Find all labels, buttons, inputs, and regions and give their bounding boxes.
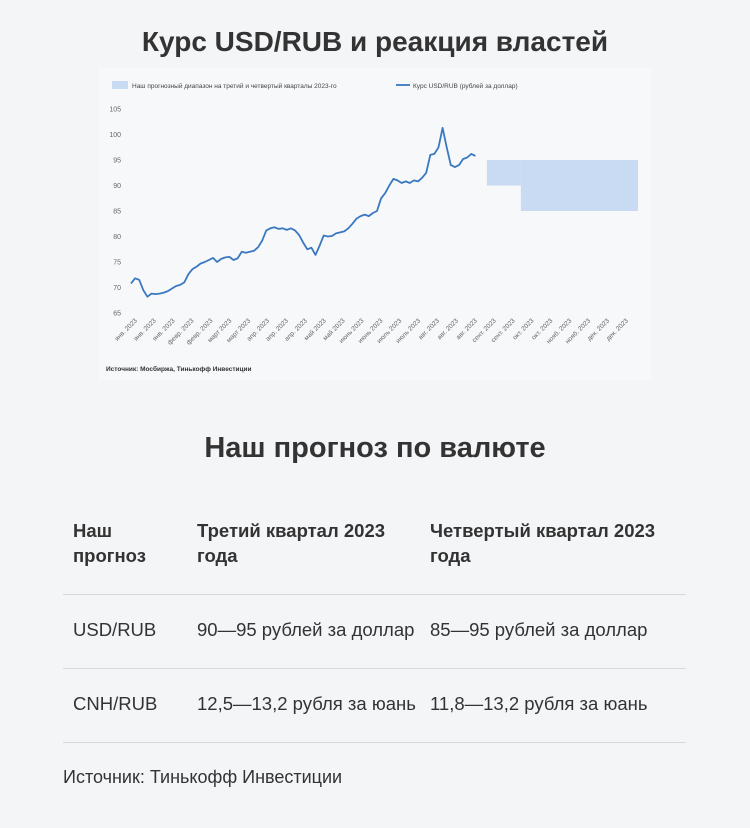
q4-value-cell: 85—95 рублей за доллар (430, 619, 648, 640)
usd-rub-line (130, 127, 476, 298)
q3-value-cell: 12,5—13,2 рубля за юань (197, 693, 416, 714)
section-title: Наш прогноз по валюте (204, 432, 546, 464)
header-cell-forecast: Наш прогноз (73, 520, 146, 566)
forecast-range-band (520, 160, 638, 211)
y-tick-label: 85 (113, 209, 121, 216)
forecast-table: Наш прогноз Третий квартал 2023 года Чет… (63, 502, 686, 743)
forecast-range-band (486, 160, 521, 186)
y-tick-label: 90 (113, 183, 121, 190)
chart-panel: Наш прогнозный диапазон на третий и четв… (98, 68, 651, 380)
page-title: Курс USD/RUB и реакция властей (141, 26, 609, 57)
usd-rub-chart: Наш прогнозный диапазон на третий и четв… (106, 81, 638, 373)
y-tick-label: 75 (113, 260, 121, 267)
y-tick-label: 65 (113, 311, 121, 318)
table-header-row: Наш прогноз Третий квартал 2023 года Чет… (63, 502, 686, 595)
source-note: Источник: Тинькофф Инвестиции (63, 767, 343, 787)
chart-source-note: Источник: Мосбиржа, Тинькофф Инвестиции (106, 365, 252, 373)
y-tick-label: 100 (109, 132, 121, 139)
pair-cell: CNH/RUB (73, 693, 158, 714)
header-cell-q4: Четвертый квартал 2023 года (430, 520, 656, 566)
pair-cell: USD/RUB (73, 619, 157, 640)
legend-range-swatch (112, 81, 128, 89)
q3-value-cell: 90—95 рублей за доллар (197, 619, 415, 640)
legend-range-label: Наш прогнозный диапазон на третий и четв… (132, 82, 337, 90)
y-tick-label: 70 (113, 285, 121, 292)
table-row: USD/RUB 90—95 рублей за доллар 85—95 руб… (63, 595, 686, 669)
y-tick-label: 95 (113, 158, 121, 165)
table-row: CNH/RUB 12,5—13,2 рубля за юань 11,8—13,… (63, 669, 686, 743)
q4-value-cell: 11,8—13,2 рубля за юань (430, 693, 648, 714)
y-tick-label: 80 (113, 234, 121, 241)
header-cell-q3: Третий квартал 2023 года (197, 520, 386, 566)
legend-line-label: Курс USD/RUB (рублей за доллар) (413, 82, 518, 90)
y-tick-label: 105 (109, 107, 121, 114)
